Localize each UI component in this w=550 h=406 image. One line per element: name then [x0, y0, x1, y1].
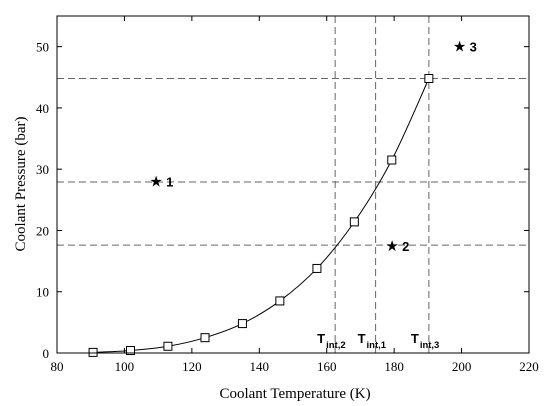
x-tick-label: 140: [250, 359, 270, 374]
data-point-marker: [88, 347, 98, 357]
star-annotation-label: 2: [402, 239, 409, 254]
x-tick-label: 220: [519, 359, 539, 374]
x-tick-label: 100: [115, 359, 135, 374]
temperature-marker-label: Tint,2: [317, 331, 345, 351]
y-tick-label: 0: [43, 346, 50, 361]
y-axis-title: Coolant Pressure (bar): [13, 117, 29, 252]
x-tick-label: 120: [182, 359, 202, 374]
annotations: ★ 1 ★ 2 ★ 3: [149, 38, 476, 255]
plot-frame: [56, 15, 530, 354]
x-tick-label: 80: [51, 359, 64, 374]
reference-lines: Tint,2 Tint,1 Tint,3: [57, 16, 529, 353]
data-point-marker: [387, 155, 397, 165]
data-series: [88, 73, 434, 357]
temperature-marker-label: Tint,1: [358, 331, 387, 351]
y-tick-label: 20: [36, 223, 49, 238]
temperature-marker-label: Tint,3: [411, 331, 439, 351]
data-point-marker: [312, 263, 322, 273]
y-tick-label: 30: [36, 162, 49, 177]
series-line: [93, 78, 430, 353]
star-annotation-label: 1: [166, 174, 173, 189]
star-icon: ★: [385, 237, 398, 255]
x-axis-title: Coolant Temperature (K): [219, 386, 370, 402]
star-icon: ★: [453, 38, 466, 56]
x-tick-label: 180: [384, 359, 404, 374]
data-point-marker: [349, 217, 359, 227]
x-tick-label: 160: [317, 359, 337, 374]
y-tick-label: 40: [36, 101, 49, 116]
star-icon: ★: [149, 172, 162, 190]
data-point-marker: [200, 333, 210, 343]
data-point-marker: [125, 346, 135, 356]
y-tick-label: 10: [36, 285, 49, 300]
data-point-marker: [424, 73, 434, 83]
star-annotation-label: 3: [470, 40, 477, 55]
data-point-marker: [237, 319, 247, 329]
data-point-marker: [163, 341, 173, 351]
x-tick-label: 200: [452, 359, 472, 374]
axes: 80 100 120 140 160 180 200 220 0 10 20 30 40 50: [36, 15, 539, 374]
data-point-marker: [275, 296, 285, 306]
y-tick-label: 50: [36, 40, 49, 55]
